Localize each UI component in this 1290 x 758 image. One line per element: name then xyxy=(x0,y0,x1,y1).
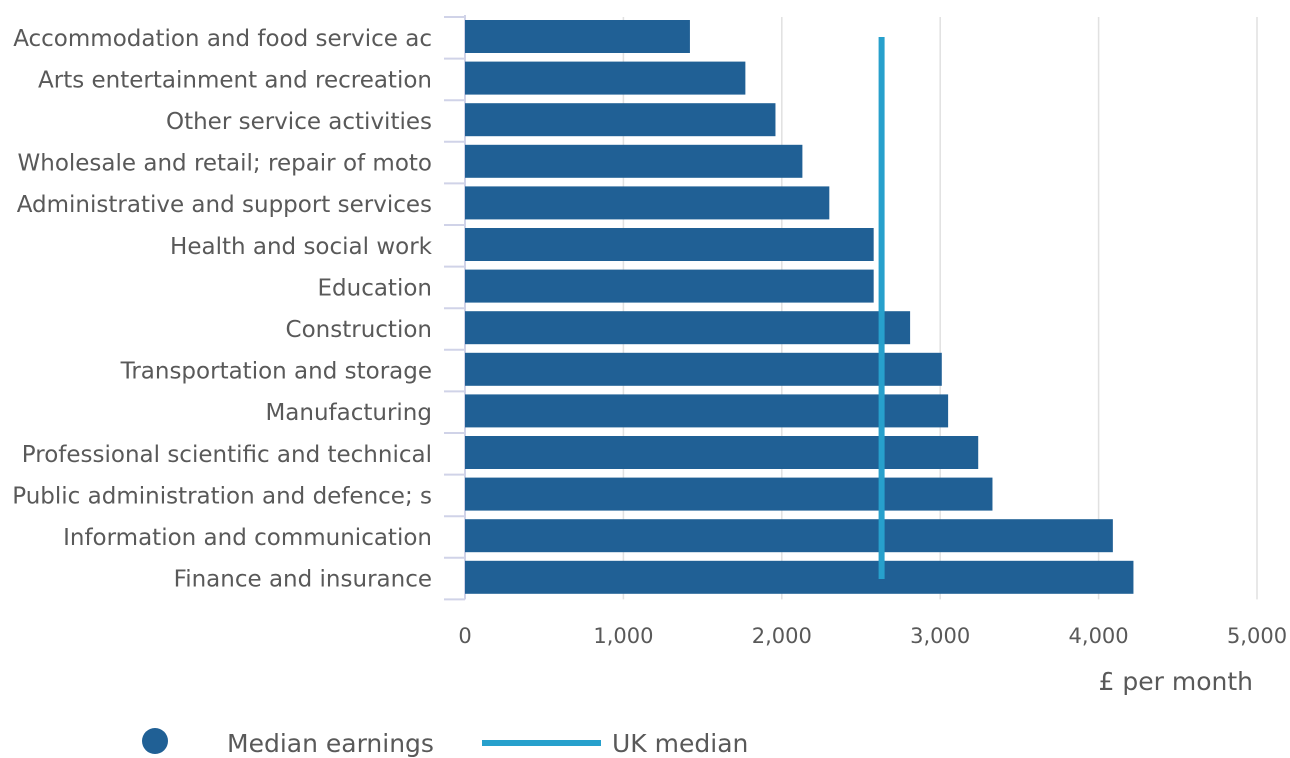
bar xyxy=(465,228,874,261)
bar xyxy=(465,186,830,220)
category-label: Health and social work xyxy=(170,234,433,260)
category-axis: Accommodation and food service ac Arts en… xyxy=(12,15,466,601)
legend-uk-median-label: UK median xyxy=(612,729,748,758)
x-axis-ticks: 0 1,000 2,000 3,000 4,000 5,000 xyxy=(458,624,1287,648)
bar xyxy=(465,20,690,53)
bar xyxy=(465,61,746,95)
bar xyxy=(465,352,942,386)
category-label: Other service activities xyxy=(166,109,432,135)
category-label: Wholesale and retail; repair of moto xyxy=(18,151,433,177)
bar xyxy=(465,519,1113,553)
bars xyxy=(465,20,1134,594)
category-label: Information and communication xyxy=(63,525,432,551)
category-label: Transportation and storage xyxy=(120,359,432,385)
x-tick-label: 5,000 xyxy=(1227,624,1287,648)
category-label: Education xyxy=(317,275,432,301)
x-tick-label: 0 xyxy=(458,624,471,648)
legend-median-earnings-label: Median earnings xyxy=(227,729,434,758)
legend: Median earnings UK median xyxy=(142,728,748,758)
category-label: Public administration and defence; s xyxy=(12,483,432,509)
bar xyxy=(465,103,776,137)
bar xyxy=(465,436,979,469)
bar xyxy=(465,144,803,178)
category-label: Administrative and support services xyxy=(17,192,432,218)
x-tick-label: 4,000 xyxy=(1069,624,1129,648)
x-tick-label: 1,000 xyxy=(593,624,653,648)
x-axis-title: £ per month xyxy=(1099,667,1253,696)
category-label: Professional scientific and technical xyxy=(22,442,432,468)
x-tick-label: 2,000 xyxy=(752,624,812,648)
bar xyxy=(465,560,1134,594)
legend-median-earnings-marker xyxy=(142,728,168,754)
category-label: Arts entertainment and recreation xyxy=(38,67,432,93)
bar xyxy=(465,477,993,511)
bar xyxy=(465,269,874,303)
x-tick-label: 3,000 xyxy=(910,624,970,648)
category-label: Finance and insurance xyxy=(174,567,432,593)
category-label: Manufacturing xyxy=(265,400,432,426)
category-label: Accommodation and food service ac xyxy=(13,26,432,52)
bar xyxy=(465,311,911,345)
category-label: Construction xyxy=(286,317,432,343)
bar xyxy=(465,394,949,428)
